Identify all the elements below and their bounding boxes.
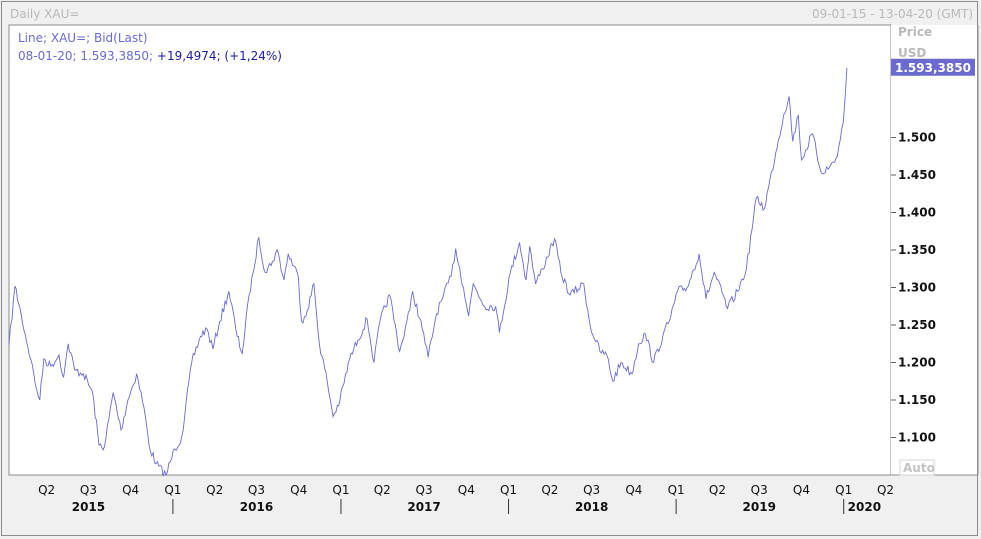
x-year-label: 2019 [743,500,776,514]
x-quarter-label: Q2 [206,483,223,497]
y-tick-label: 1.250 [898,318,936,332]
current-value-label: 1.593,3850 [895,61,971,75]
y-tick-label: 1.450 [898,168,936,182]
x-quarter-label: Q3 [248,483,265,497]
unit-label: USD [898,46,926,60]
x-quarter-label: Q2 [877,483,894,497]
y-tick-label: 1.200 [898,356,936,370]
x-quarter-label: Q2 [374,483,391,497]
x-quarter-label: Q3 [80,483,97,497]
y-tick-label: 1.100 [898,431,936,445]
legend-change: +19,4974; (+1,24%) [157,49,282,63]
x-quarter-label: Q1 [668,483,685,497]
x-quarter-label: Q4 [458,483,475,497]
y-tick-label: 1.500 [898,131,936,145]
date-range-label: 09-01-15 - 13-04-20 (GMT) [811,7,973,21]
auto-button-label[interactable]: Auto [903,461,935,475]
plot-area [8,24,892,476]
x-year-label: 2016 [240,500,273,514]
x-quarter-label: Q4 [793,483,810,497]
legend-last-value: 08-01-20; 1.593,3850; +19,4974; (+1,24%) [18,49,282,63]
x-year-label: 2017 [407,500,440,514]
price-axis-panel [891,25,978,475]
x-quarter-label: Q3 [751,483,768,497]
x-quarter-label: Q3 [416,483,433,497]
x-quarter-label: Q2 [709,483,726,497]
x-quarter-label: Q4 [290,483,307,497]
y-tick-label: 1.400 [898,206,936,220]
price-line [8,67,848,477]
x-quarter-label: Q4 [122,483,139,497]
x-quarter-label: Q3 [583,483,600,497]
x-quarter-label: Q2 [541,483,558,497]
x-quarter-label: Q2 [38,483,55,497]
x-quarter-label: Q1 [332,483,349,497]
x-quarter-label: Q4 [625,483,642,497]
legend-last-value-prefix: 08-01-20; 1.593,3850; [18,49,157,63]
x-quarter-label: Q1 [164,483,181,497]
current-value-box [891,58,975,76]
x-year-label: 2020 [848,500,881,514]
legend-series-label: Line; XAU=; Bid(Last) [18,31,148,45]
y-tick-label: 1.350 [898,243,936,257]
x-quarter-label: Q1 [500,483,517,497]
unit-label: Price [898,25,932,39]
x-year-label: 2015 [72,500,105,514]
y-tick-label: 1.300 [898,281,936,295]
auto-button [899,459,935,476]
chart-window-title: Daily XAU= [10,7,80,21]
x-quarter-label: Q1 [835,483,852,497]
y-tick-label: 1.150 [898,393,936,407]
x-year-label: 2018 [575,500,608,514]
